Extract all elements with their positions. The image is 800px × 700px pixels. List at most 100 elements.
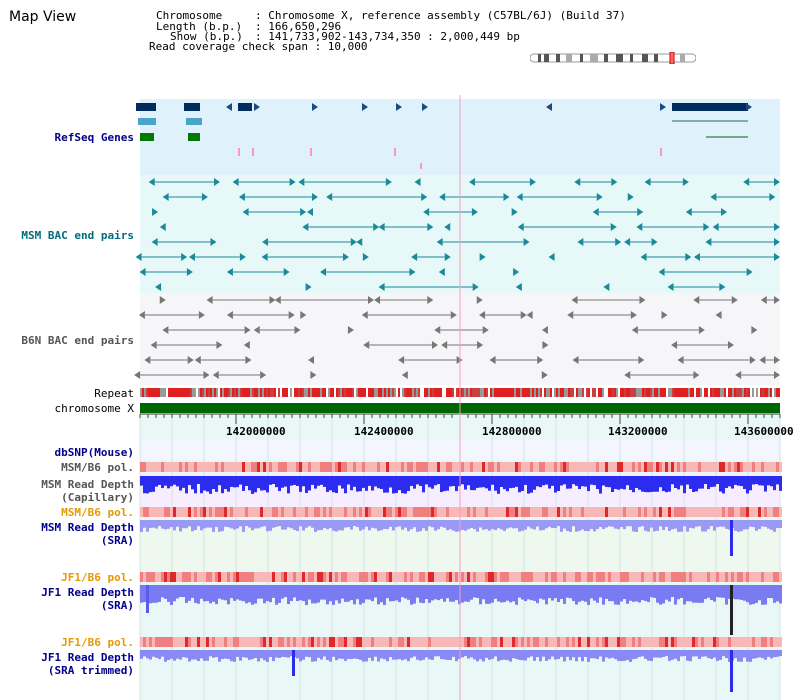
repeat-segment xyxy=(430,388,432,397)
depth-bar xyxy=(398,476,401,491)
pol-cell xyxy=(398,462,401,472)
track-label-msm-pol[interactable]: MSM/B6 pol. xyxy=(61,461,134,474)
depth-bar xyxy=(293,476,296,485)
depth-bar xyxy=(356,650,359,659)
depth-bar xyxy=(230,520,233,529)
pol-cell xyxy=(560,462,563,472)
track-label-jf1-pol[interactable]: JF1/B6 pol. xyxy=(61,571,134,584)
pol-cell xyxy=(692,507,695,517)
depth-bar xyxy=(695,585,698,603)
pol-cell xyxy=(431,507,434,517)
pol-cell xyxy=(770,507,773,517)
depth-bar xyxy=(647,476,650,493)
bac-end-arrow xyxy=(201,193,208,201)
pol-cell xyxy=(698,572,701,582)
repeat-segment xyxy=(370,388,372,397)
pol-cell xyxy=(512,507,515,517)
bac-end-arrow xyxy=(624,238,631,246)
repeat-segment xyxy=(230,388,232,397)
depth-bar xyxy=(563,585,566,604)
pol-cell xyxy=(200,572,203,582)
depth-bar xyxy=(680,476,683,486)
pol-cell xyxy=(278,637,281,647)
track-label-jf1-depth-trimmed[interactable]: JF1 Read Depth xyxy=(41,651,134,664)
pol-cell xyxy=(656,637,659,647)
pol-cell xyxy=(665,572,668,582)
pol-cell xyxy=(188,637,191,647)
track-label-msm-bac[interactable]: MSM BAC end pairs xyxy=(21,229,134,242)
depth-bar xyxy=(578,476,581,489)
depth-bar xyxy=(542,650,545,657)
depth-bar xyxy=(494,476,497,491)
depth-bar xyxy=(488,650,491,660)
depth-bar xyxy=(767,650,770,657)
track-label-msm-depth-capillary[interactable]: MSM Read Depth xyxy=(41,478,134,491)
depth-bar xyxy=(722,520,725,527)
repeat-segment xyxy=(682,388,684,397)
pol-cell xyxy=(170,507,173,517)
repeat-segment xyxy=(482,388,484,397)
pol-cell xyxy=(443,507,446,517)
depth-bar xyxy=(692,520,695,529)
track-label-msm-depth-sra[interactable]: MSM Read Depth xyxy=(41,521,134,534)
repeat-segment xyxy=(298,388,300,397)
pol-cell xyxy=(506,572,509,582)
pol-cell xyxy=(731,637,734,647)
pol-cell xyxy=(143,507,146,517)
pol-cell xyxy=(416,507,419,517)
pol-cell xyxy=(572,637,575,647)
depth-bar xyxy=(233,476,236,488)
bac-end-arrow xyxy=(434,326,441,334)
pol-cell xyxy=(629,572,632,582)
pol-cell xyxy=(353,572,356,582)
repeat-segment xyxy=(474,388,476,397)
repeat-segment xyxy=(542,388,544,397)
depth-bar xyxy=(329,476,332,491)
track-label-refseq[interactable]: RefSeq Genes xyxy=(54,131,134,144)
depth-bar xyxy=(311,650,314,662)
track-label-jf1-pol-2[interactable]: JF1/B6 pol. xyxy=(61,636,134,649)
depth-bar xyxy=(482,650,485,662)
depth-bar xyxy=(182,476,185,488)
ideogram-band xyxy=(680,54,685,62)
depth-bar xyxy=(665,476,668,493)
depth-bar xyxy=(434,520,437,531)
depth-bar xyxy=(716,476,719,485)
pol-cell xyxy=(152,507,155,517)
pol-cell xyxy=(734,507,737,517)
repeat-segment xyxy=(440,388,442,397)
pol-cell xyxy=(257,572,260,582)
depth-bar xyxy=(401,476,404,494)
bac-end-arrow xyxy=(636,223,643,231)
track-label-b6n-bac[interactable]: B6N BAC end pairs xyxy=(21,334,134,347)
depth-bar xyxy=(146,650,149,659)
pol-cell xyxy=(176,462,179,472)
track-label-dbsnp[interactable]: dbSNP(Mouse) xyxy=(54,446,134,459)
depth-bar xyxy=(620,520,623,528)
depth-bar xyxy=(536,520,539,527)
pol-cell xyxy=(560,637,563,647)
depth-bar xyxy=(266,520,269,532)
track-label-repeat[interactable]: Repeat xyxy=(94,387,134,400)
track-label-chromosome[interactable]: chromosome X xyxy=(54,402,134,415)
track-label-jf1-depth-sra[interactable]: JF1 Read Depth xyxy=(41,586,134,599)
depth-bar xyxy=(281,585,284,599)
depth-bar xyxy=(761,650,764,659)
pol-cell xyxy=(755,507,758,517)
depth-bar xyxy=(650,585,653,598)
pol-cell xyxy=(284,637,287,647)
pol-cell xyxy=(671,507,674,517)
depth-bar xyxy=(425,476,428,485)
pol-cell xyxy=(680,572,683,582)
repeat-segment xyxy=(364,388,366,397)
track-label-msm-pol-2[interactable]: MSM/B6 pol. xyxy=(61,506,134,519)
depth-bar xyxy=(269,476,272,485)
bac-end-arrow xyxy=(479,311,486,319)
pol-cell xyxy=(479,462,482,472)
depth-bar xyxy=(272,585,275,598)
depth-bar xyxy=(344,585,347,602)
chromosome-ideogram[interactable] xyxy=(530,52,696,64)
depth-bar xyxy=(629,476,632,490)
repeat-segment xyxy=(346,388,348,397)
